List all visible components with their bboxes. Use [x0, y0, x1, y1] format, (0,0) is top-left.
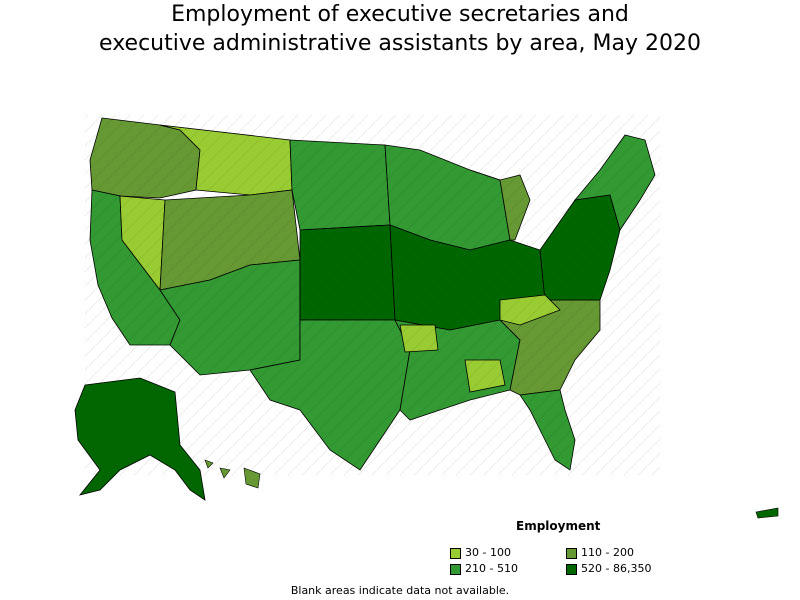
legend-item-30-100: 30 - 100 — [450, 547, 511, 559]
legend-label: 210 - 510 — [465, 562, 518, 575]
map-texture — [85, 115, 660, 475]
legend-item-110-200: 110 - 200 — [566, 547, 634, 559]
legend-label: 520 - 86,350 — [581, 562, 652, 575]
legend-title: Employment — [516, 519, 601, 533]
legend-swatch — [450, 547, 461, 559]
region-hawaii — [204, 459, 261, 489]
legend-swatch — [450, 563, 461, 575]
contiguous-us — [85, 115, 660, 475]
title-line-1: Employment of executive secretaries and — [171, 2, 629, 27]
legend-label: 30 - 100 — [465, 546, 511, 559]
legend-label: 110 - 200 — [581, 546, 634, 559]
map-title: Employment of executive secretaries and … — [0, 0, 800, 58]
footnote: Blank areas indicate data not available. — [290, 584, 510, 597]
legend-swatch — [566, 547, 577, 559]
region-alaska — [74, 377, 206, 501]
region-puerto-rico — [755, 507, 779, 519]
legend-swatch — [566, 563, 577, 575]
title-line-2: executive administrative assistants by a… — [99, 31, 701, 56]
legend-item-210-510: 210 - 510 — [450, 563, 518, 575]
legend-item-520-86350: 520 - 86,350 — [566, 563, 651, 575]
